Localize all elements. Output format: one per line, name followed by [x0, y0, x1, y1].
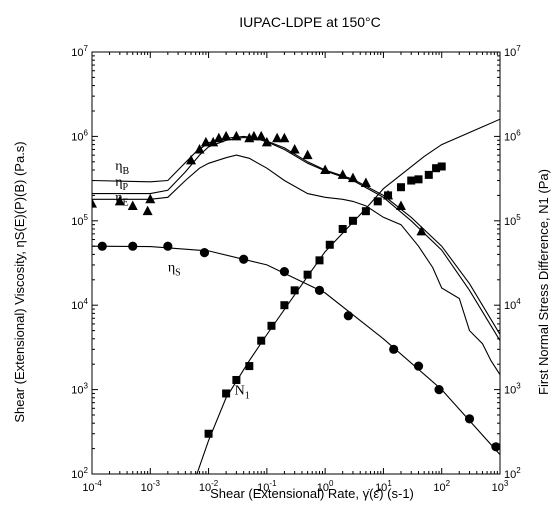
y-tick-label: 102 [71, 466, 88, 481]
data-point-n1 [384, 191, 393, 200]
data-point-n1 [280, 301, 289, 310]
plot-frame [91, 51, 501, 475]
data-point-s [491, 442, 500, 452]
series-line-e [92, 154, 500, 375]
chart-title: IUPAC-LDPE at 150°C [239, 14, 381, 30]
data-point-e [279, 132, 290, 143]
x-tick-label: 102 [433, 479, 450, 494]
y-tick-label: 104 [71, 297, 88, 312]
y-tick-label: 103 [71, 382, 88, 397]
plot-area [92, 118, 500, 474]
x-tick-label: 10-3 [141, 479, 161, 494]
x-tick-label: 10-1 [257, 479, 277, 494]
y2-tick-label: 105 [504, 213, 521, 228]
y-tick-label: 105 [71, 213, 88, 228]
data-point-n1 [414, 175, 423, 184]
x-tick-label: 10-2 [199, 479, 219, 494]
data-point-n1 [232, 375, 241, 384]
data-point-n1 [303, 270, 312, 279]
x-tick-label: 103 [492, 479, 509, 494]
data-point-n1 [325, 240, 334, 249]
data-point-s [464, 414, 475, 424]
y2-tick-label: 104 [504, 297, 521, 312]
data-point-e [302, 149, 313, 160]
series-line-p [92, 136, 500, 341]
data-point-e [127, 200, 138, 210]
data-point-n1 [396, 183, 405, 192]
data-point-s [389, 344, 399, 354]
curve-label-etap: ηP [115, 175, 128, 193]
curve-label-etab: ηB [115, 159, 129, 177]
data-point-e [142, 205, 153, 216]
plot-border [91, 51, 501, 475]
x-tick-label: 100 [317, 479, 334, 494]
y-axis-label: Shear (Extensional) Viscosity, ηS(E)(P)(… [12, 141, 27, 422]
data-point-n1 [361, 207, 370, 216]
data-point-n1 [437, 162, 446, 171]
data-point-n1 [432, 164, 441, 173]
y2-tick-label: 103 [504, 382, 521, 397]
curve-label-etas: ηS [168, 261, 181, 279]
data-point-s [163, 241, 173, 251]
x-tick-label: 10-4 [82, 479, 102, 494]
data-point-n1 [290, 286, 299, 295]
data-point-n1 [222, 389, 231, 398]
data-point-n1 [373, 197, 382, 206]
data-point-n1 [338, 224, 347, 233]
series-line-s [92, 245, 500, 455]
data-point-n1 [267, 321, 276, 330]
data-point-s [413, 361, 424, 371]
y2-tick-label: 106 [504, 128, 521, 143]
series-layer [92, 118, 500, 474]
x-axis-label: Shear (Extensional) Rate, γ̇(ε̇) (s-1) [210, 486, 414, 501]
curve-label-n1: N1 [235, 384, 250, 402]
data-point-e [92, 198, 97, 208]
y-tick-label: 106 [71, 128, 88, 143]
data-point-n1 [257, 336, 266, 345]
data-point-s [199, 247, 210, 258]
data-point-s [343, 311, 353, 321]
data-point-n1 [407, 176, 416, 185]
data-point-n1 [424, 170, 433, 179]
data-point-n1 [245, 362, 254, 371]
curve-label-etae: ηE [115, 190, 128, 208]
data-point-s [434, 385, 444, 395]
x-tick-label: 101 [375, 479, 392, 494]
series-line-n1 [196, 118, 500, 474]
data-point-e [145, 193, 156, 204]
data-point-e [114, 195, 125, 206]
series-line-b [92, 135, 500, 335]
y2-axis-label: First Normal Stress Difference, N1 (Pa) [536, 169, 551, 395]
data-point-n1 [204, 429, 213, 438]
y-tick-label: 107 [71, 44, 88, 59]
y2-tick-label: 102 [504, 466, 521, 481]
y2-tick-label: 107 [504, 44, 521, 59]
data-point-n1 [348, 216, 357, 225]
data-point-e [200, 136, 211, 147]
data-point-e [272, 132, 283, 143]
data-point-e [289, 143, 300, 154]
